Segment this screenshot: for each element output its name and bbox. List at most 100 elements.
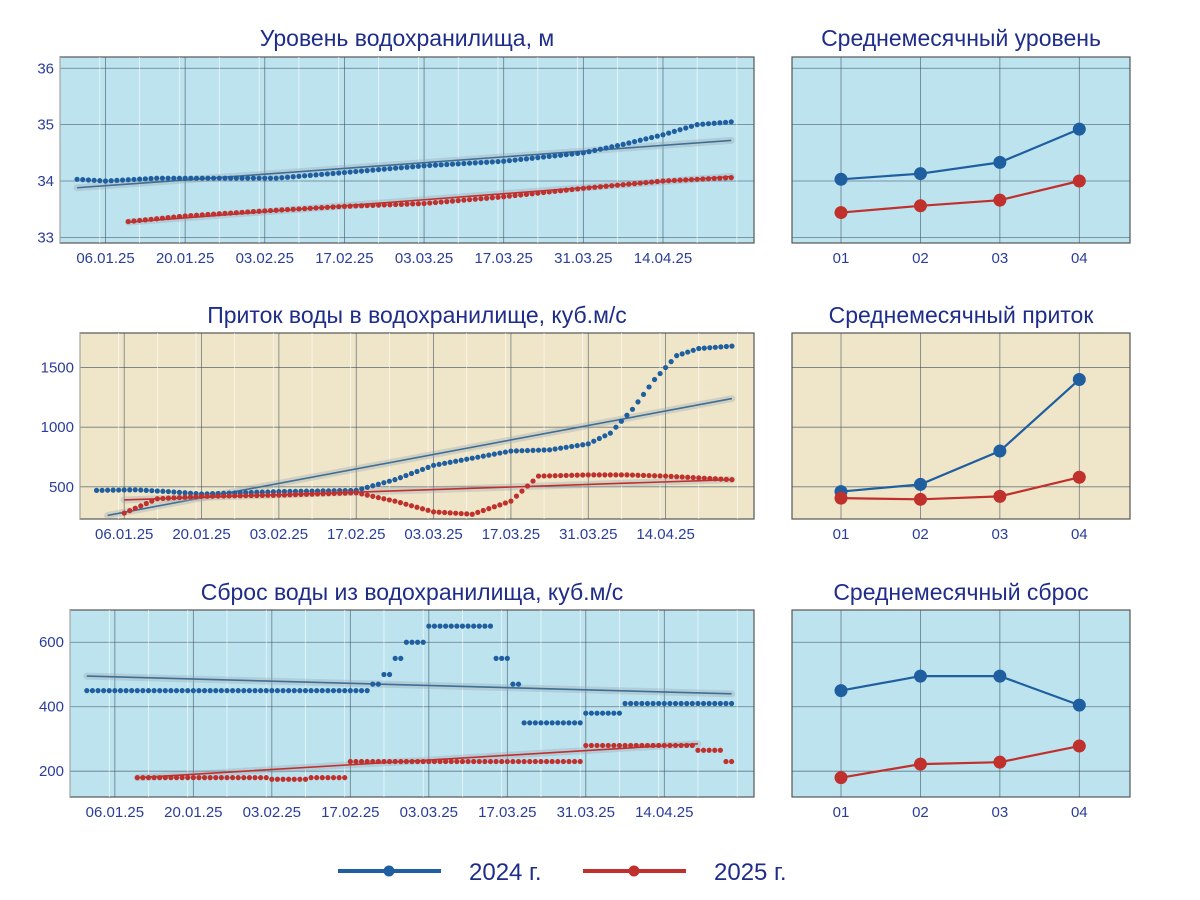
level_daily-data-point [620,182,626,188]
inflow_daily-data-point [425,507,431,513]
inflow_daily-data-point [226,493,232,499]
level_daily-data-point [91,177,97,183]
outflow_monthly-marker-2025 [1072,739,1086,753]
outflow_daily-data-point [286,776,292,782]
level_daily-data-point [484,159,490,165]
outflow_daily-data-point [661,742,667,749]
inflow_daily-data-point [546,447,553,453]
level_daily-title: Уровень водохранилища, м [260,25,554,51]
level_daily-data-point [683,177,689,183]
outflow_daily-data-point [728,758,735,765]
outflow_daily-data-point [95,688,101,694]
outflow_daily-data-point [235,775,241,781]
inflow_daily-data-point [182,494,188,500]
outflow_daily-data-point [201,688,208,694]
outflow_daily-data-point [263,775,269,781]
level_daily-data-point [182,175,188,181]
inflow_daily-data-point [513,493,520,499]
level_daily-data-point [336,204,342,210]
level_daily-data-point [137,176,143,182]
inflow_daily-data-point [397,475,404,481]
level_daily-data-point [597,146,604,152]
level_daily-data-point [302,173,308,179]
outflow_daily-data-point [661,700,667,707]
level_monthly-x-tick-label: 01 [833,250,850,267]
inflow_daily-data-point [447,510,453,516]
inflow_daily-data-point [508,498,514,504]
outflow_daily-data-point [622,742,628,749]
inflow_daily-data-point [359,491,365,497]
level_daily-data-point [364,168,370,174]
level_daily-data-point [620,141,626,147]
inflow_daily-data-point [701,475,707,481]
level_daily-data-point [142,217,148,223]
level_daily-data-point [239,175,245,181]
level_daily-data-point [444,199,450,205]
outflow_daily-data-point [213,775,219,781]
outflow_daily-data-point [684,742,690,749]
inflow_daily-data-point [99,487,105,493]
level_daily-data-point [74,176,80,182]
inflow_daily-data-point [696,345,702,352]
inflow_daily-data-point [519,448,525,454]
level_daily-y-tick-label: 36 [37,60,54,77]
outflow_daily-data-point [471,623,477,629]
inflow_daily-data-point [403,472,409,479]
outflow_daily-data-point [588,710,595,716]
outflow_daily-data-point [375,681,381,687]
outflow_daily-data-point [695,700,701,707]
outflow_daily-data-point [370,758,376,765]
inflow_daily-x-tick-label: 20.01.25 [172,526,230,543]
inflow_daily-y-tick-label: 1000 [41,419,74,436]
inflow_daily-data-point [348,490,354,496]
inflow_daily-data-point [287,492,293,498]
outflow_daily-data-point [443,758,449,765]
level_daily-data-point [199,175,205,181]
inflow_daily-data-point [530,478,536,484]
level_daily-data-point [637,180,643,186]
outflow_monthly-x-tick-label: 03 [992,804,1009,821]
legend-label: 2025 г. [714,859,787,886]
outflow_daily-data-point [549,720,555,726]
inflow_daily-data-point [221,493,227,499]
outflow_daily-data-point [173,775,180,781]
level_daily-data-point [631,139,638,145]
outflow_daily-data-point [611,742,617,749]
level_daily-data-point [273,207,279,213]
level_daily-data-point [523,156,530,162]
inflow_daily-data-point [541,473,547,479]
inflow_monthly-x-tick-label: 01 [833,526,850,543]
level_daily-data-point [284,174,291,180]
level_monthly-marker-2024 [993,155,1007,169]
outflow_daily-data-point [499,655,505,661]
inflow_daily-data-point [309,491,315,497]
outflow_daily-data-point [527,720,533,726]
level_daily-data-point [347,203,353,209]
outflow_daily-data-point [280,776,286,782]
outflow_daily-data-point [431,623,438,629]
outflow_daily-data-point [527,758,533,765]
inflow_daily-data-point [386,478,392,484]
level_daily-data-point [518,156,524,163]
outflow_daily-data-point [134,688,140,694]
level_daily-data-point [159,215,165,221]
outflow_monthly-x-tick-label: 01 [833,804,850,821]
level_daily-data-point [233,175,239,181]
outflow_daily-data-point [454,758,460,765]
outflow_daily-x-tick-label: 17.03.25 [478,804,536,821]
level_daily-data-point [523,191,530,197]
inflow_daily-data-point [303,491,310,497]
outflow_daily-data-point [386,671,393,678]
level_daily-data-point [154,216,160,222]
outflow_daily-data-point [364,688,370,694]
level_daily-data-point [296,173,302,179]
outflow_daily-data-point [672,742,679,749]
inflow_daily-data-point [596,435,602,442]
level_daily-series-2024 [74,119,734,184]
level_daily-data-point [580,185,586,191]
outflow_daily-data-point [157,688,163,694]
level_daily-data-point [552,153,558,159]
inflow_daily-data-point [127,508,133,514]
level_daily-data-point [171,175,177,181]
